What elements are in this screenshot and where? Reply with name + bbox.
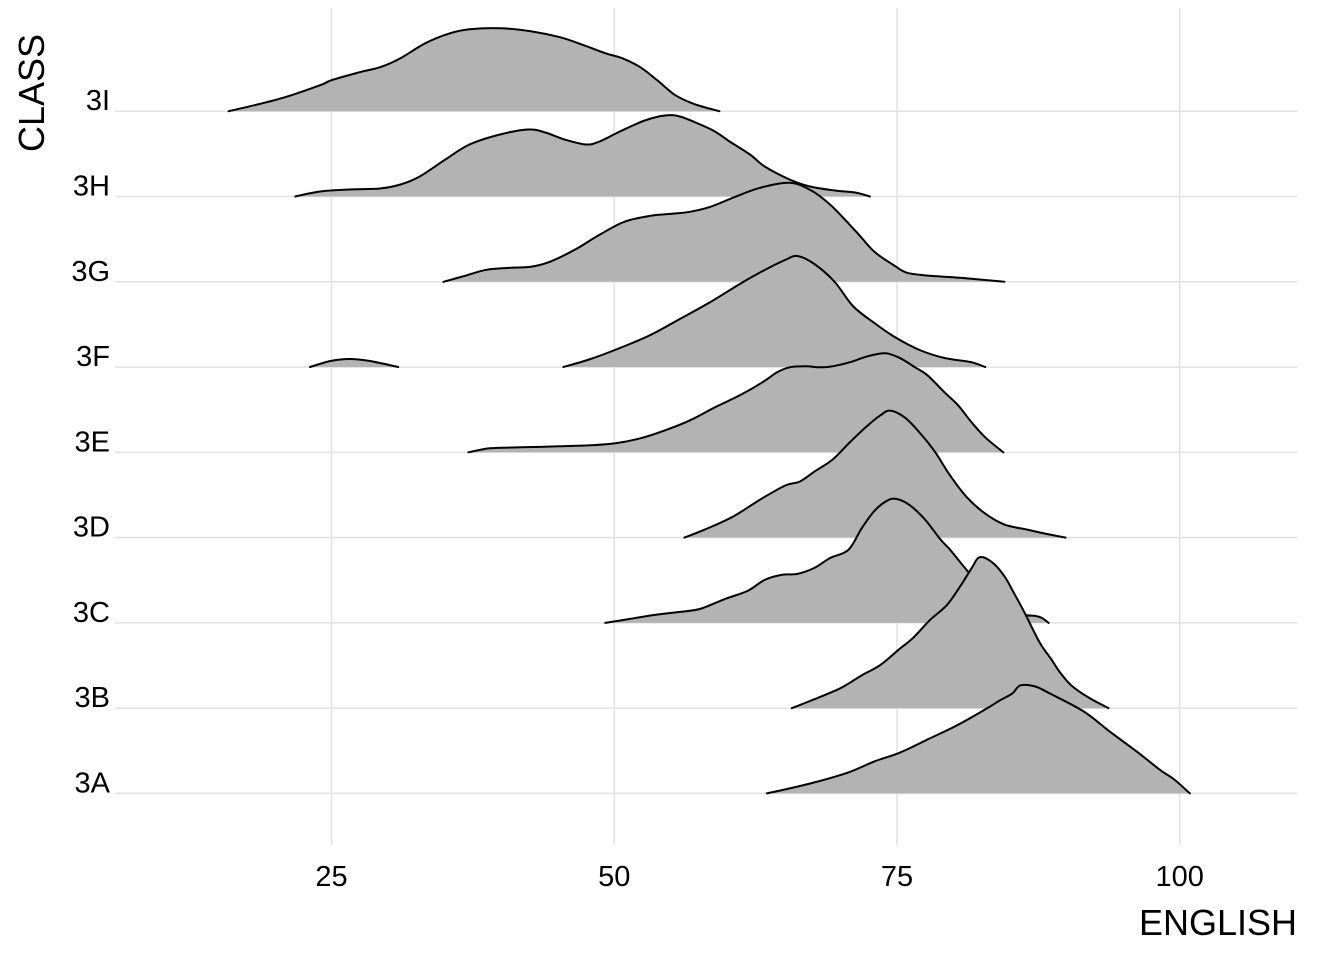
ridge-3D-outline — [683, 409, 1067, 539]
ridge-3B-fill — [791, 556, 1109, 709]
ridge-3F-outline-1 — [562, 254, 987, 368]
y-category-label-3D: 3D — [73, 512, 110, 544]
y-category-label-3E: 3E — [75, 426, 110, 458]
ridge-3H-fill — [295, 115, 870, 197]
y-category-label-3B: 3B — [75, 682, 110, 714]
y-category-label-3G: 3G — [71, 256, 110, 288]
ridge-3I-outline — [227, 27, 721, 113]
x-axis-title: ENGLISH — [1138, 902, 1297, 943]
x-tick-label-50: 50 — [598, 861, 630, 893]
ridge-3I-fill — [228, 28, 720, 112]
ridge-3D-fill — [684, 410, 1066, 538]
ridge-3B-outline — [790, 555, 1110, 710]
x-tick-label-25: 25 — [315, 861, 347, 893]
y-category-label-3A: 3A — [75, 767, 111, 799]
ridge-3H-outline — [294, 114, 871, 198]
ridge-3F-outline — [309, 358, 400, 368]
y-axis-title: CLASS — [11, 33, 52, 152]
y-category-label-3F: 3F — [76, 341, 110, 373]
y-category-label-3I: 3I — [86, 85, 110, 117]
y-category-label-3C: 3C — [73, 597, 110, 629]
ridge-3F-fill-1 — [563, 255, 986, 367]
x-tick-label-75: 75 — [881, 861, 913, 893]
ridge-3A-outline — [765, 683, 1191, 795]
ridge-3G-outline — [442, 181, 1006, 283]
y-category-label-3H: 3H — [73, 170, 110, 202]
ridge-3G-fill — [443, 182, 1005, 282]
x-tick-label-100: 100 — [1156, 861, 1204, 893]
ridge-3E-outline — [467, 352, 1005, 454]
